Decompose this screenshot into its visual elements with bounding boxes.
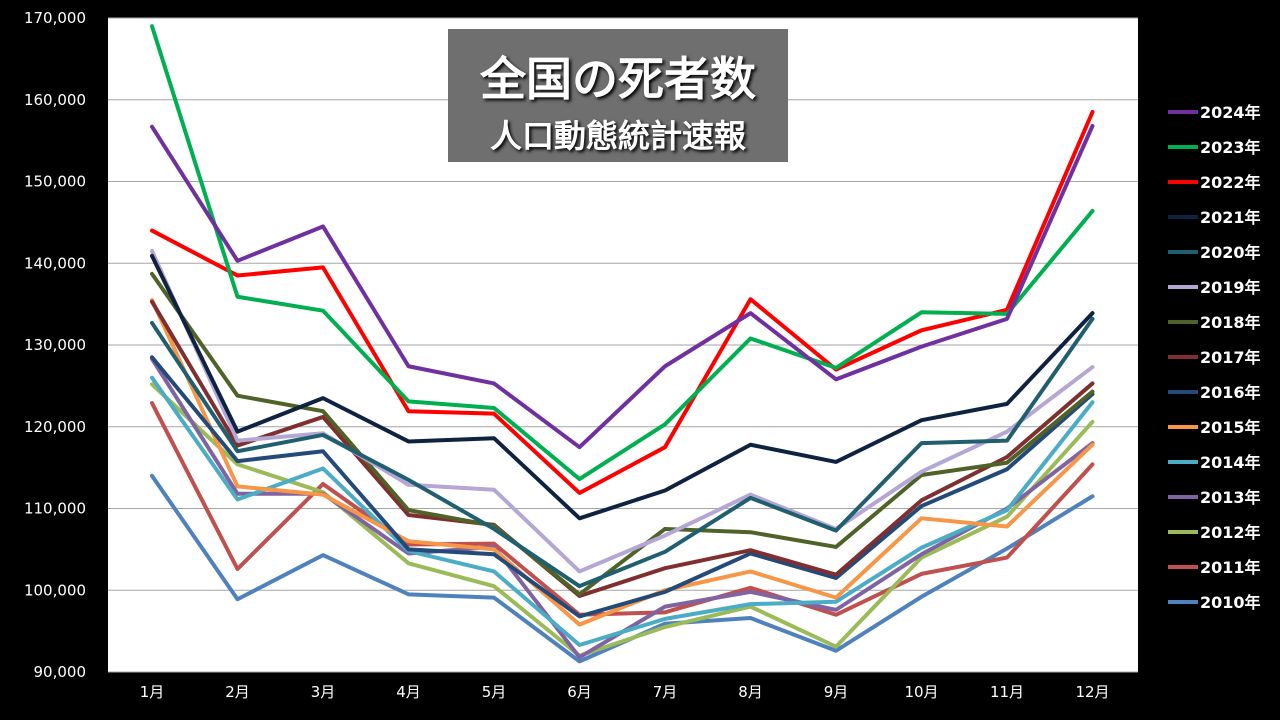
legend-label: 2023年: [1200, 138, 1261, 157]
legend-label: 2021年: [1200, 208, 1261, 227]
y-tick-label: 110,000: [24, 500, 86, 518]
x-tick-label: 5月: [482, 683, 507, 701]
x-tick-label: 6月: [567, 683, 592, 701]
legend-label: 2020年: [1200, 243, 1261, 262]
series-line-2014年: [150, 375, 1095, 648]
chart-subtitle: 人口動態統計速報: [489, 117, 746, 155]
legend-label: 2024年: [1200, 103, 1261, 122]
series-line-2022年: [150, 110, 1095, 495]
chart-title-box: 全国の死者数 人口動態統計速報: [448, 29, 788, 162]
legend-label: 2019年: [1200, 278, 1261, 297]
x-tick-label: 10月: [904, 683, 938, 701]
x-tick-label: 9月: [824, 683, 849, 701]
series-line-2019年: [150, 248, 1095, 574]
chart-title: 全国の死者数: [480, 52, 756, 106]
series-lines: [150, 24, 1095, 664]
y-tick-label: 140,000: [24, 254, 86, 272]
legend: 2024年 2023年 2022年 2021年 2020年 2019年 2018年 2017年…: [1168, 103, 1261, 612]
x-tick-label: 11月: [990, 683, 1024, 701]
y-tick-label: 150,000: [24, 173, 86, 191]
series-line-2015年: [150, 298, 1095, 627]
x-tick-label: 7月: [653, 683, 678, 701]
x-tick-label: 8月: [738, 683, 763, 701]
series-line-2011年: [150, 401, 1095, 617]
series-line-2024年: [150, 123, 1095, 450]
y-tick-label: 160,000: [24, 91, 86, 109]
legend-label: 2014年: [1200, 453, 1261, 472]
x-tick-label: 12月: [1075, 683, 1109, 701]
x-axis-tick-labels: 1月 2月 3月 4月 5月 6月 7月 8月 9月 10月 11月 12月: [140, 683, 1110, 701]
y-tick-label: 90,000: [34, 663, 87, 681]
legend-label: 2012年: [1200, 523, 1261, 542]
legend-label: 2010年: [1200, 593, 1261, 612]
series-line-2017年: [150, 299, 1095, 598]
series-line-2023年: [150, 24, 1095, 482]
x-tick-label: 1月: [140, 683, 165, 701]
series-line-2012年: [150, 382, 1095, 658]
legend-label: 2015年: [1200, 418, 1261, 437]
x-tick-label: 4月: [396, 683, 421, 701]
legend-label: 2016年: [1200, 383, 1261, 402]
legend-label: 2011年: [1200, 558, 1261, 577]
gridlines: [108, 17, 1138, 673]
legend-label: 2022年: [1200, 173, 1261, 192]
y-tick-label: 100,000: [24, 581, 86, 599]
legend-label: 2013年: [1200, 488, 1261, 507]
legend-label: 2017年: [1200, 348, 1261, 367]
series-line-2020年: [150, 316, 1095, 589]
y-tick-label: 130,000: [24, 336, 86, 354]
series-line-2016年: [150, 355, 1095, 619]
legend-label: 2018年: [1200, 313, 1261, 332]
y-tick-label: 170,000: [24, 9, 86, 27]
x-tick-label: 3月: [311, 683, 336, 701]
series-line-2018年: [150, 271, 1095, 597]
x-tick-label: 2月: [225, 683, 250, 701]
y-axis-tick-labels: 90,000 100,000 110,000 120,000 130,000 140,00…: [24, 9, 86, 681]
series-line-2021年: [150, 253, 1095, 521]
y-tick-label: 120,000: [24, 418, 86, 436]
